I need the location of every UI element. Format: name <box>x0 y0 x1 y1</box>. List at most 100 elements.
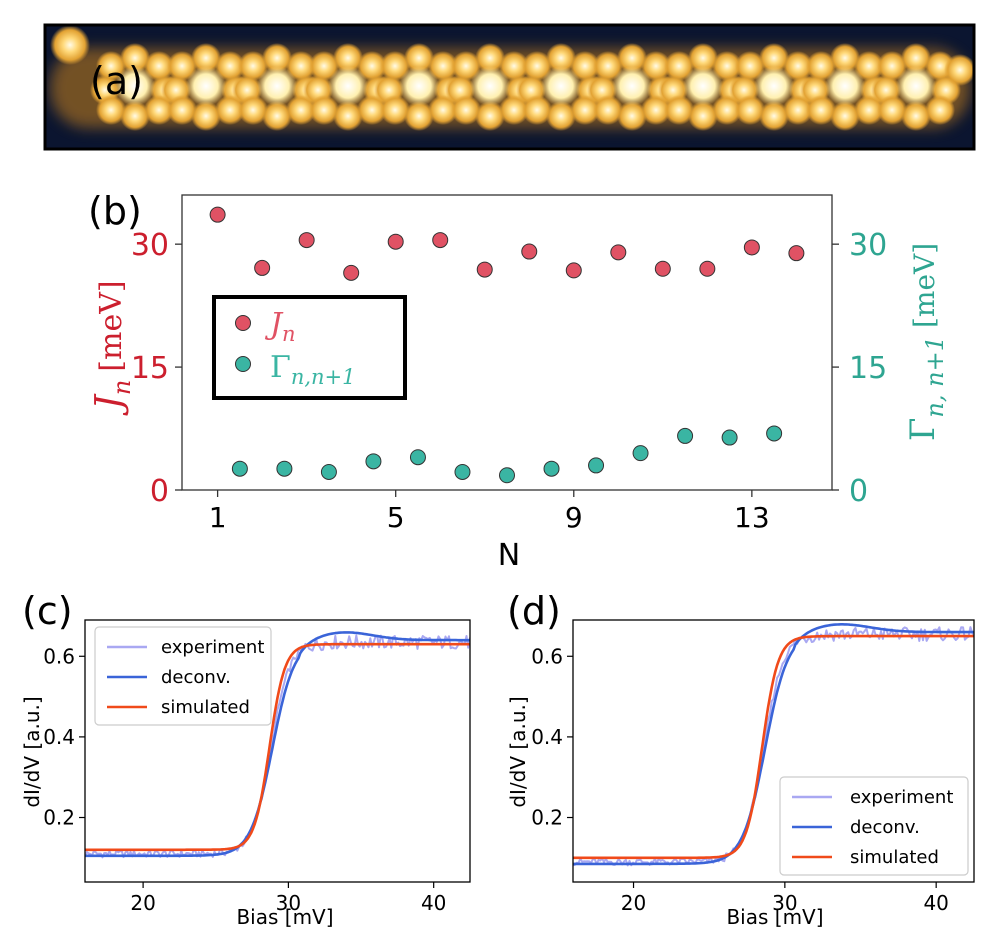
y-tick-label-0.4: 0.4 <box>531 725 563 749</box>
legend-gamma-symbol: Γ <box>270 350 291 385</box>
stm-bright-spot <box>328 66 368 106</box>
stm-lobe <box>309 51 339 81</box>
gamma-point-6 <box>454 463 471 480</box>
stm-lobe <box>712 51 742 81</box>
panel-d-ylabel: dI/dV [a.u.] <box>506 696 530 807</box>
legend-label-simulated: simulated <box>161 697 250 718</box>
left-ylabel-sub: n <box>108 380 136 395</box>
panel-b-plot-area <box>209 206 805 484</box>
legend-label-experiment: experiment <box>161 637 264 658</box>
y-tick-label-0.2: 0.2 <box>531 806 563 830</box>
stm-lobe <box>357 51 387 81</box>
stm-lobe <box>262 43 292 73</box>
stm-lobe <box>96 51 126 81</box>
panel-d-label: (d) <box>507 589 561 633</box>
right-ylabel-unit: [meV] <box>908 243 941 328</box>
stm-lobe <box>120 101 150 131</box>
stm-lobe <box>617 101 647 131</box>
jn-point-3 <box>298 232 315 249</box>
stm-lobe <box>593 51 623 81</box>
jn-point-11 <box>654 260 671 277</box>
svg-text:Jn[meV]: Jn [meV] <box>89 280 136 416</box>
stm-bright-spot <box>683 66 723 106</box>
gamma-point-2 <box>276 460 293 477</box>
stm-lobe <box>380 51 410 81</box>
stm-molecule-chain <box>50 25 974 131</box>
x-tick-label-40: 40 <box>421 891 446 915</box>
stm-lobe <box>404 101 434 131</box>
stm-lobe <box>475 43 505 73</box>
panel-b-right-ylabel: Γn, n+1 [meV] <box>903 243 949 441</box>
stm-lobe <box>806 95 836 125</box>
legend-jn-sub: n <box>282 322 296 346</box>
stm-lobe <box>806 51 836 81</box>
stm-lobe <box>428 51 458 81</box>
x-tick-label-30: 30 <box>772 891 797 915</box>
right-ylabel-sub: n, n+1 <box>921 336 949 418</box>
stm-bright-spot <box>896 66 936 106</box>
jn-point-8 <box>521 243 538 260</box>
stm-lobe <box>167 51 197 81</box>
right-ylabel-symbol: Γ <box>903 418 943 442</box>
stm-lobe <box>451 51 481 81</box>
curve-simulated-d <box>573 634 974 860</box>
stm-lobe <box>759 101 789 131</box>
x-tick-label-5: 5 <box>387 501 405 534</box>
x-tick-label-1: 1 <box>209 501 227 534</box>
stm-lobe <box>357 95 387 125</box>
jn-point-1 <box>209 206 226 223</box>
gamma-point-4 <box>365 453 382 470</box>
panel-d-axes: 20 30 40 0.2 0.4 0.6 <box>531 644 949 915</box>
stm-lobe <box>641 95 671 125</box>
stm-lobe <box>238 95 268 125</box>
y-tick-label-0.2: 0.2 <box>43 806 75 830</box>
stm-image-frame <box>43 23 976 151</box>
panel-d: 20 30 40 0.2 0.4 0.6 (d) Bias [mV] dI/dV [a.u… <box>506 589 975 929</box>
stm-bright-spot <box>470 66 510 106</box>
svg-text:Γn, n+1[meV]: Γn, n+1 [meV] <box>903 243 949 441</box>
stm-bright-spot <box>754 66 794 106</box>
stm-lobe <box>144 95 174 125</box>
legend-frame <box>779 776 969 876</box>
legend-marker-jn <box>235 315 251 331</box>
panel-c-plot-area <box>85 631 470 859</box>
jn-point-4 <box>343 264 360 281</box>
stm-edge-lobe <box>50 25 90 65</box>
stm-lobe <box>854 95 884 125</box>
x-tick-label-20: 20 <box>130 891 155 915</box>
y-tick-label-0.6: 0.6 <box>531 644 563 668</box>
stm-lobe <box>925 95 955 125</box>
legend-label-simulated: simulated <box>850 847 939 868</box>
stm-lobe <box>215 51 245 81</box>
gamma-point-13 <box>766 425 783 442</box>
left-y-tick-label-30: 30 <box>131 228 169 263</box>
panel-c-axes: 20 30 40 0.2 0.4 0.6 <box>43 644 446 915</box>
y-tick-label-0.6: 0.6 <box>43 644 75 668</box>
stm-lobe <box>120 43 150 73</box>
panel-d-plot-area <box>573 623 974 867</box>
right-y-tick-label-0: 0 <box>849 474 868 509</box>
stm-lobe <box>215 95 245 125</box>
y-tick-label-0.4: 0.4 <box>43 725 75 749</box>
x-tick-label-20: 20 <box>621 891 646 915</box>
right-y-tick-label-30: 30 <box>849 228 887 263</box>
legend-marker-gamma <box>235 356 251 372</box>
stm-lobe <box>854 51 884 81</box>
left-y-tick-label-15: 15 <box>131 351 169 386</box>
stm-lobe <box>499 51 529 81</box>
stm-lobe <box>877 95 907 125</box>
stm-lobe <box>783 95 813 125</box>
panel-d-frame <box>572 619 975 883</box>
panel-c-xlabel: Bias [mV] <box>236 905 333 929</box>
stm-bright-spot <box>399 66 439 106</box>
curve-experiment-d <box>573 626 974 867</box>
stm-lobe <box>570 95 600 125</box>
stm-lobe <box>144 51 174 81</box>
panel-b-frame <box>181 194 833 491</box>
stm-lobe <box>167 95 197 125</box>
stm-lobe <box>901 43 931 73</box>
panel-c: 20 30 40 0.2 0.4 0.6 (c) Bias [mV] dI/dV [a.u… <box>20 589 471 929</box>
jn-point-9 <box>565 262 582 279</box>
stm-lobe <box>664 51 694 81</box>
stm-lobe <box>877 51 907 81</box>
